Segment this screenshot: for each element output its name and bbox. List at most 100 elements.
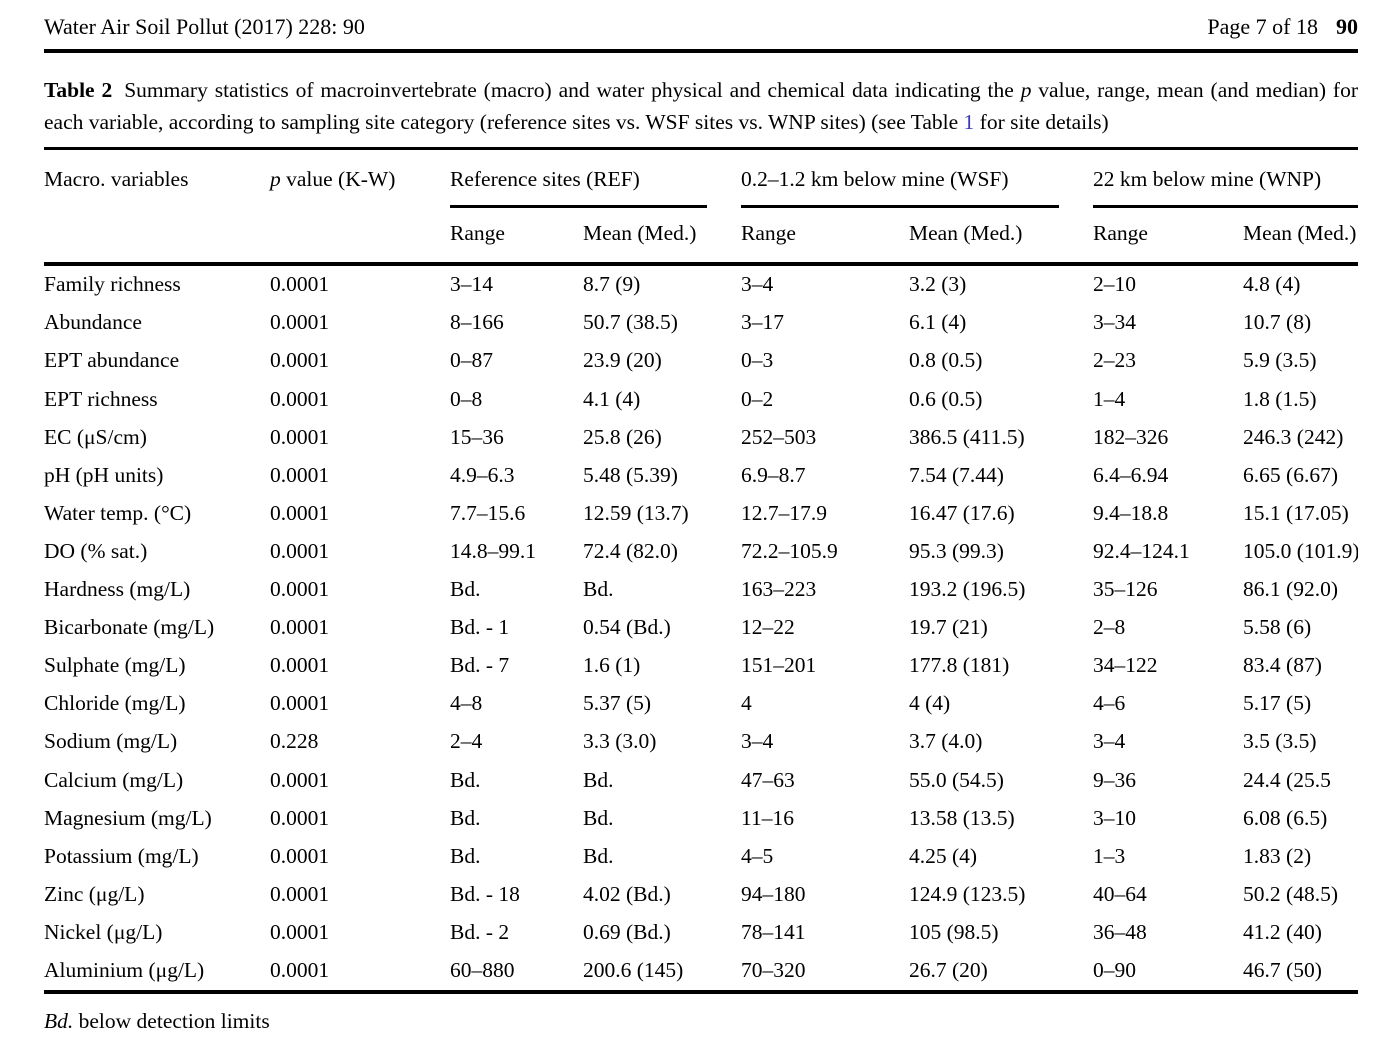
table-1-link[interactable]: 1 [963, 110, 975, 134]
cell-ref-range: 14.8–99.1 [450, 538, 536, 563]
cell-ref-range: 3–14 [450, 272, 493, 297]
cell-wnp-range: 36–48 [1093, 919, 1147, 944]
cell-wsf-mean: 55.0 (54.5) [909, 767, 1004, 792]
row-variable: EPT abundance [44, 348, 180, 373]
cell-p-value: 0.0001 [270, 767, 330, 792]
cell-ref-range: 0–8 [450, 386, 483, 411]
row-variable: EC (μS/cm) [44, 424, 147, 449]
row-variable: Magnesium (mg/L) [44, 805, 212, 830]
table-row: Aluminium (μg/L) 0.0001 60–880 200.6 (145) 7… [44, 952, 1358, 992]
cell-ref-range: Bd. - 1 [450, 615, 510, 640]
row-variable: Nickel (μg/L) [44, 919, 163, 944]
cell-ref-mean: 23.9 (20) [583, 348, 662, 373]
cell-wsf-mean: 16.47 (17.6) [909, 500, 1015, 525]
cell-wnp-range: 9–36 [1093, 767, 1137, 792]
table-row: Magnesium (mg/L) 0.0001 Bd. Bd. 11–16 13.58 (… [44, 799, 1358, 837]
cell-wnp-mean: 4.8 (4) [1243, 272, 1301, 297]
row-variable: EPT richness [44, 386, 158, 411]
cell-wnp-mean: 10.7 (8) [1243, 310, 1312, 335]
group-header-wnp: 22 km below mine (WNP) [1093, 149, 1359, 208]
cell-ref-range: 4.9–6.3 [450, 462, 515, 487]
subheader-wsf-mean: Mean (Med.) [909, 221, 1023, 245]
cell-ref-mean: 0.69 (Bd.) [583, 919, 671, 944]
cell-p-value: 0.0001 [270, 843, 330, 868]
cell-wsf-range: 47–63 [741, 767, 795, 792]
cell-wnp-range: 92.4–124.1 [1093, 538, 1190, 563]
table-caption: Table 2 Summary statistics of macroinvert… [44, 74, 1358, 138]
cell-ref-range: 15–36 [450, 424, 504, 449]
table-row: DO (% sat.) 0.0001 14.8–99.1 72.4 (82.0) 72.… [44, 533, 1358, 571]
subheader-wsf-range: Range [741, 221, 796, 245]
cell-wnp-mean: 5.9 (3.5) [1243, 348, 1317, 373]
cell-wsf-range: 11–16 [741, 805, 794, 830]
cell-wnp-mean: 5.58 (6) [1243, 615, 1312, 640]
cell-wnp-range: 3–34 [1093, 310, 1137, 335]
cell-wnp-mean: 15.1 (17.05) [1243, 500, 1349, 525]
table-row: Nickel (μg/L) 0.0001 Bd. - 2 0.69 (Bd.) 78–1… [44, 914, 1358, 952]
cell-p-value: 0.0001 [270, 615, 330, 640]
cell-wnp-range: 0–90 [1093, 957, 1137, 982]
table-row: Abundance 0.0001 8–166 50.7 (38.5) 3–17 6.1 (… [44, 304, 1358, 342]
cell-ref-mean: 8.7 (9) [583, 272, 641, 297]
col-header-variables: Macro. variables [44, 167, 189, 191]
cell-p-value: 0.0001 [270, 577, 330, 602]
cell-wsf-range: 163–223 [741, 577, 817, 602]
cell-wsf-range: 70–320 [741, 957, 806, 982]
row-variable: DO (% sat.) [44, 538, 148, 563]
caption-p-italic: p [1020, 78, 1032, 102]
cell-ref-range: Bd. - 18 [450, 881, 520, 906]
cell-wsf-mean: 4.25 (4) [909, 843, 978, 868]
cell-p-value: 0.0001 [270, 386, 330, 411]
cell-wsf-mean: 3.7 (4.0) [909, 729, 983, 754]
cell-ref-mean: Bd. [583, 767, 614, 792]
table-footnote: Bd. below detection limits [44, 1009, 1358, 1034]
cell-p-value: 0.0001 [270, 310, 330, 335]
cell-wsf-range: 12–22 [741, 615, 795, 640]
caption-label: Table 2 [44, 78, 113, 102]
table-body: Family richness 0.0001 3–14 8.7 (9) 3–4 3.2 (… [44, 264, 1359, 992]
row-variable: Potassium (mg/L) [44, 843, 199, 868]
cell-wsf-mean: 7.54 (7.44) [909, 462, 1004, 487]
table-row: Calcium (mg/L) 0.0001 Bd. Bd. 47–63 55.0 (54.… [44, 761, 1358, 799]
cell-wsf-range: 4 [741, 691, 752, 716]
col-header-pvalue: p value (K-W) [270, 167, 396, 191]
cell-wsf-range: 4–5 [741, 843, 774, 868]
cell-wnp-range: 6.4–6.94 [1093, 462, 1169, 487]
subheader-ref-mean: Mean (Med.) [583, 221, 697, 245]
cell-ref-mean: Bd. [583, 577, 614, 602]
cell-ref-mean: 50.7 (38.5) [583, 310, 678, 335]
cell-wnp-range: 9.4–18.8 [1093, 500, 1169, 525]
cell-p-value: 0.0001 [270, 500, 330, 525]
table-row: Sulphate (mg/L) 0.0001 Bd. - 7 1.6 (1) 151–2… [44, 647, 1358, 685]
cell-wsf-range: 0–2 [741, 386, 774, 411]
cell-p-value: 0.0001 [270, 462, 330, 487]
cell-p-value: 0.0001 [270, 272, 330, 297]
cell-wsf-mean: 6.1 (4) [909, 310, 967, 335]
table-row: Potassium (mg/L) 0.0001 Bd. Bd. 4–5 4.25 (4) 1… [44, 837, 1358, 875]
cell-wnp-mean: 86.1 (92.0) [1243, 577, 1338, 602]
cell-ref-mean: 0.54 (Bd.) [583, 615, 671, 640]
cell-wnp-mean: 246.3 (242) [1243, 424, 1344, 449]
cell-p-value: 0.0001 [270, 691, 330, 716]
table-row: pH (pH units) 0.0001 4.9–6.3 5.48 (5.39) 6.9… [44, 456, 1358, 494]
caption-text-3: for site details) [974, 110, 1109, 134]
cell-wsf-mean: 193.2 (196.5) [909, 577, 1026, 602]
group-header-wsf: 0.2–1.2 km below mine (WSF) [741, 149, 1093, 208]
table-row: Hardness (mg/L) 0.0001 Bd. Bd. 163–223 193.2 … [44, 571, 1358, 609]
cell-wsf-range: 3–17 [741, 310, 785, 335]
subheader-wnp-mean: Mean (Med.) [1243, 221, 1357, 245]
cell-ref-range: 4–8 [450, 691, 483, 716]
caption-text-2: value, range, mean (and median) for each… [44, 78, 1358, 134]
cell-wsf-mean: 0.6 (0.5) [909, 386, 983, 411]
cell-p-value: 0.0001 [270, 653, 330, 678]
row-variable: Chloride (mg/L) [44, 691, 186, 716]
cell-wnp-mean: 3.5 (3.5) [1243, 729, 1317, 754]
table-row: EC (μS/cm) 0.0001 15–36 25.8 (26) 252–503 386… [44, 418, 1358, 456]
footnote-abbr: Bd. [44, 1008, 74, 1033]
row-variable: Bicarbonate (mg/L) [44, 615, 215, 640]
cell-wsf-range: 12.7–17.9 [741, 500, 828, 525]
cell-wsf-mean: 26.7 (20) [909, 957, 988, 982]
cell-wnp-mean: 24.4 (25.5 [1243, 767, 1331, 792]
cell-wnp-mean: 1.83 (2) [1243, 843, 1312, 868]
cell-ref-range: Bd. [450, 767, 481, 792]
